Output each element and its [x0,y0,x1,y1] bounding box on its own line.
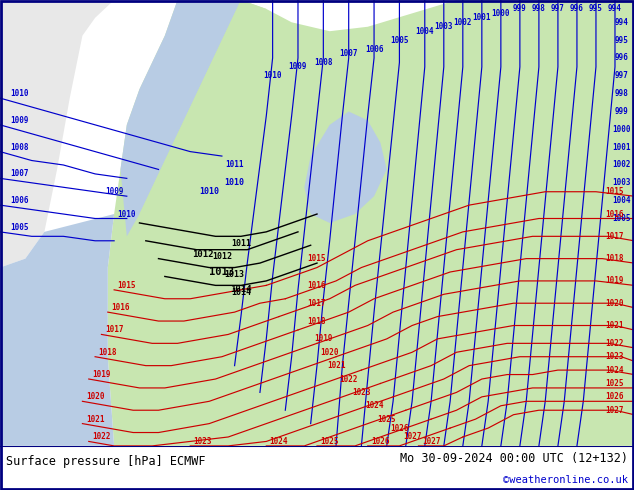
Text: 1026: 1026 [390,423,409,433]
Text: 996: 996 [614,53,628,62]
Text: 1009: 1009 [10,116,29,125]
Text: 1017: 1017 [307,299,327,308]
Text: 995: 995 [589,4,603,13]
Text: 1005: 1005 [10,223,29,232]
Text: 1020: 1020 [605,299,624,308]
Text: 1002: 1002 [453,18,472,27]
Text: 995: 995 [614,36,628,45]
Text: 1021: 1021 [327,361,346,370]
Text: 1025: 1025 [320,437,339,446]
Text: 1005: 1005 [390,36,409,45]
Text: 999: 999 [614,107,628,116]
Text: 1001: 1001 [612,143,631,151]
Text: 1022: 1022 [92,433,111,441]
Text: 1010: 1010 [263,72,282,80]
Text: 1027: 1027 [422,437,441,446]
Text: 1013: 1013 [224,270,245,279]
Text: ©weatheronline.co.uk: ©weatheronline.co.uk [503,475,628,485]
Text: 1021: 1021 [86,415,105,424]
Text: 1007: 1007 [10,170,29,178]
Text: 1012: 1012 [192,250,214,259]
Text: 1006: 1006 [10,196,29,205]
Text: 1020: 1020 [320,348,339,357]
Text: 1012: 1012 [212,252,232,261]
Text: 1018: 1018 [307,317,327,325]
Text: 1026: 1026 [605,392,624,401]
Text: 998: 998 [614,89,628,98]
Text: 1009: 1009 [288,62,307,72]
Text: 1017: 1017 [605,232,624,241]
Text: 1009: 1009 [105,187,124,196]
Polygon shape [0,0,114,268]
Text: 997: 997 [614,72,628,80]
Text: 1008: 1008 [10,143,29,151]
Text: 1014: 1014 [230,285,252,294]
Text: 1019: 1019 [314,334,333,343]
Text: 1000: 1000 [612,125,631,134]
Text: 1015: 1015 [605,187,624,196]
Text: 1023: 1023 [605,352,624,361]
Text: 1026: 1026 [371,437,390,446]
Text: 1002: 1002 [612,161,631,170]
Text: 1025: 1025 [377,415,396,424]
Text: 1015: 1015 [117,281,136,290]
Polygon shape [0,214,114,446]
Text: 1027: 1027 [403,433,422,441]
Text: 1023: 1023 [193,437,212,446]
Text: 1024: 1024 [365,401,384,410]
Text: 1017: 1017 [105,325,124,335]
Text: 998: 998 [532,4,546,13]
Text: 994: 994 [608,4,622,13]
Text: 1007: 1007 [339,49,358,58]
Text: 1027: 1027 [605,406,624,415]
Polygon shape [108,0,634,446]
Polygon shape [558,9,602,40]
Text: 1004: 1004 [415,27,434,36]
Text: 1005: 1005 [612,214,631,223]
Text: 1003: 1003 [612,178,631,187]
Text: 996: 996 [570,4,584,13]
Text: 1018: 1018 [98,348,117,357]
Text: 999: 999 [513,4,527,13]
Text: 1011: 1011 [231,239,251,247]
Text: 994: 994 [614,18,628,27]
Polygon shape [120,0,241,236]
Text: 1020: 1020 [86,392,105,401]
Text: 1001: 1001 [472,13,491,23]
Text: 1000: 1000 [491,9,510,18]
Text: 1003: 1003 [434,22,453,31]
Text: 1024: 1024 [269,437,288,446]
Text: Surface pressure [hPa] ECMWF: Surface pressure [hPa] ECMWF [6,455,206,468]
Text: 1019: 1019 [92,370,111,379]
Text: 1019: 1019 [605,276,624,285]
Text: 1015: 1015 [307,254,327,263]
Text: 1025: 1025 [605,379,624,388]
Text: 1023: 1023 [352,388,371,397]
Text: 1018: 1018 [605,254,624,263]
Text: 1008: 1008 [314,58,333,67]
Text: 1022: 1022 [339,374,358,384]
Text: 1011: 1011 [225,161,244,170]
Text: 1014: 1014 [231,288,251,296]
Text: 1010: 1010 [224,178,245,187]
Text: 1022: 1022 [605,339,624,348]
Text: 1021: 1021 [605,321,624,330]
Text: 1004: 1004 [612,196,631,205]
Text: 1024: 1024 [605,366,624,374]
Text: 1016: 1016 [111,303,130,312]
Text: 1016: 1016 [307,281,327,290]
Text: 1006: 1006 [365,45,384,53]
Text: Mo 30-09-2024 00:00 UTC (12+132): Mo 30-09-2024 00:00 UTC (12+132) [399,452,628,465]
Polygon shape [304,112,387,223]
Text: 1016: 1016 [605,210,624,219]
Polygon shape [139,0,266,259]
Text: 1010: 1010 [199,187,219,196]
Text: 1013: 1013 [209,267,235,277]
Text: 1010: 1010 [10,89,29,98]
Text: 1010: 1010 [117,210,136,219]
Text: 997: 997 [551,4,565,13]
